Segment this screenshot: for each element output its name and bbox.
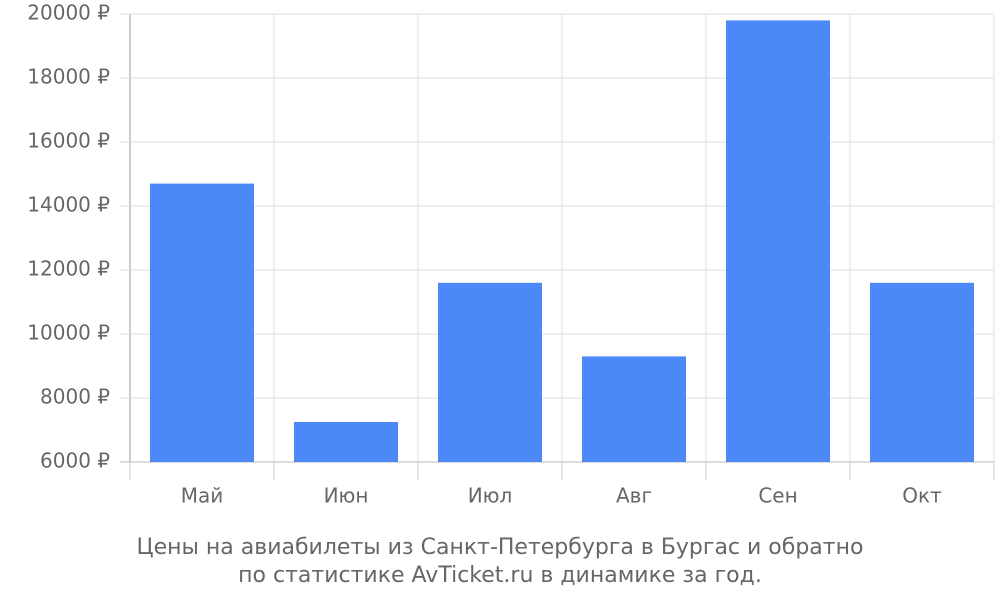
x-tick-label: Май bbox=[181, 484, 224, 508]
bar bbox=[438, 282, 542, 462]
x-tick-label: Июл bbox=[468, 484, 513, 508]
bar bbox=[294, 422, 398, 462]
y-tick-label: 8000 ₽ bbox=[40, 385, 110, 409]
bar bbox=[726, 20, 830, 463]
bar bbox=[870, 282, 974, 462]
x-tick-label: Сен bbox=[758, 484, 797, 508]
bar bbox=[582, 356, 686, 462]
x-tick-label: Июн bbox=[324, 484, 369, 508]
caption-line: по статистике AvTicket.ru в динамике за … bbox=[238, 563, 762, 588]
x-tick-label: Авг bbox=[616, 484, 652, 508]
y-tick-label: 18000 ₽ bbox=[27, 65, 110, 89]
caption-line: Цены на авиабилеты из Санкт-Петербурга в… bbox=[137, 535, 864, 560]
y-tick-label: 20000 ₽ bbox=[27, 1, 110, 25]
y-tick-label: 16000 ₽ bbox=[27, 129, 110, 153]
y-tick-label: 10000 ₽ bbox=[27, 321, 110, 345]
x-tick-label: Окт bbox=[902, 484, 942, 508]
y-tick-label: 14000 ₽ bbox=[27, 193, 110, 217]
bar bbox=[150, 183, 254, 462]
y-tick-label: 6000 ₽ bbox=[40, 449, 110, 473]
y-tick-label: 12000 ₽ bbox=[27, 257, 110, 281]
